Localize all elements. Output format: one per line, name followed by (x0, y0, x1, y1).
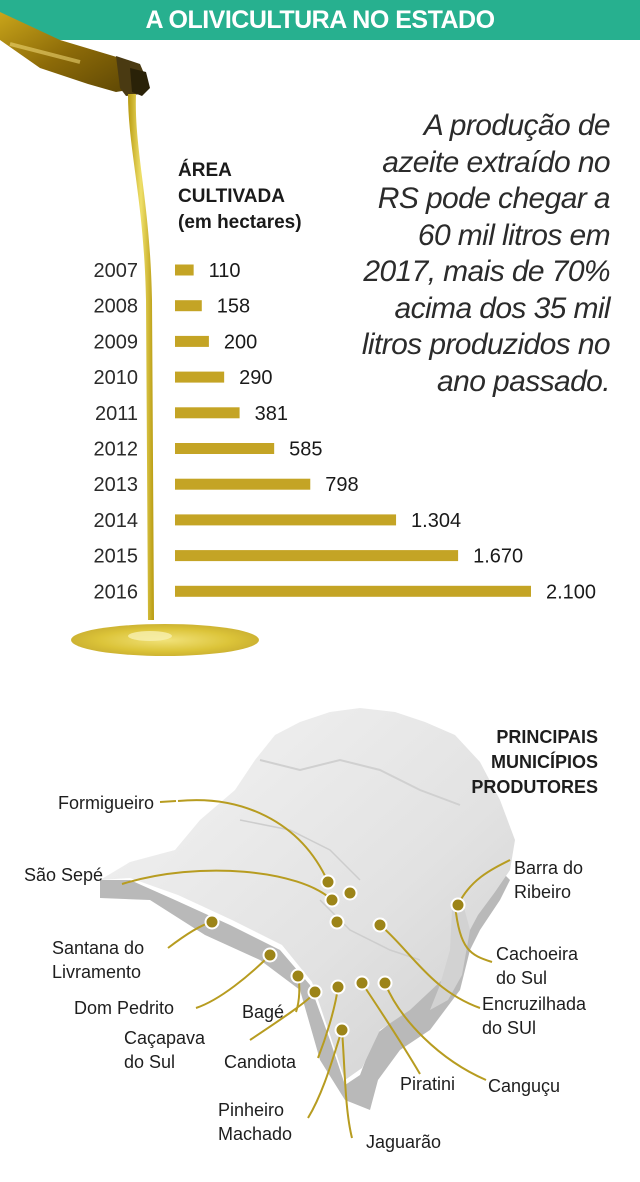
label-barra-do-ribeiro-1: Barra do (514, 858, 583, 878)
year-tick-label: 2010 (94, 367, 139, 389)
label-formigueiro: Formigueiro (58, 793, 154, 813)
year-tick-label: 2014 (94, 510, 139, 532)
value-label: 1.670 (473, 546, 523, 568)
map-title: PRINCIPAIS MUNICÍPIOS PRODUTORES (471, 727, 598, 797)
marker-cachoeira-do-sul (329, 914, 345, 930)
municipality-markers (204, 874, 466, 1038)
value-label: 290 (239, 367, 272, 389)
year-tick-label: 2011 (95, 403, 138, 425)
svg-text:PRODUTORES: PRODUTORES (471, 777, 598, 797)
year-tick-label: 2015 (94, 546, 139, 568)
marker-barra-do-ribeiro (450, 897, 466, 913)
value-label: 798 (325, 474, 358, 496)
label-jaguarao: Jaguarão (366, 1132, 441, 1152)
bar-2011 (175, 407, 240, 419)
value-label: 110 (209, 260, 241, 282)
label-santana-2: Livramento (52, 962, 141, 982)
label-cachoeira-1: Cachoeira (496, 944, 579, 964)
svg-text:MUNICÍPIOS: MUNICÍPIOS (491, 751, 598, 772)
marker-santana-do-livramento (204, 914, 220, 930)
year-tick-label: 2012 (94, 439, 139, 461)
value-label: 1.304 (411, 510, 461, 532)
year-tick-label: 2008 (94, 296, 139, 318)
label-cacapava-1: Caçapava (124, 1028, 206, 1048)
marker-dom-pedrito (262, 947, 278, 963)
production-quote: A produção de azeite extraído no RS pode… (361, 109, 611, 398)
label-encruzilhada-2: do SUl (482, 1018, 536, 1038)
state-shape (100, 708, 515, 1110)
bar-2013 (175, 478, 311, 490)
label-barra-do-ribeiro-2: Ribeiro (514, 882, 571, 902)
year-tick-label: 2007 (94, 260, 139, 282)
bar-2007 (175, 264, 194, 276)
marker-jaguarao (334, 1022, 350, 1038)
label-pinheiro-1: Pinheiro (218, 1100, 284, 1120)
bar-2014 (175, 514, 397, 526)
label-dom-pedrito: Dom Pedrito (74, 998, 174, 1018)
label-santana-1: Santana do (52, 938, 144, 958)
bar-2008 (175, 300, 202, 312)
oil-stream-icon (128, 94, 154, 620)
year-tick-label: 2016 (94, 581, 139, 603)
bar-2010 (175, 371, 225, 383)
marker-encruzilhada (372, 917, 388, 933)
value-label: 2.100 (546, 581, 596, 603)
label-sao-sepe: São Sepé (24, 865, 103, 885)
label-candiota: Candiota (224, 1052, 297, 1072)
label-cacapava-2: do Sul (124, 1052, 175, 1072)
area-bar-chart: 2007 110 2008 158 2009 200 2010 290 2011 381 2012 5… (94, 260, 597, 603)
marker-sao-sepe (324, 892, 340, 908)
oil-puddle-icon (71, 624, 259, 656)
marker-formigueiro (320, 874, 336, 890)
year-tick-label: 2009 (94, 331, 139, 353)
label-bage: Bagé (242, 1002, 284, 1022)
value-label: 200 (224, 331, 257, 353)
value-label: 158 (217, 296, 250, 318)
marker-bage (290, 968, 306, 984)
marker-piratini (354, 975, 370, 991)
marker-cacapava (307, 984, 323, 1000)
bar-2012 (175, 443, 275, 454)
value-label: 381 (255, 403, 288, 425)
header-title: A OLIVICULTURA NO ESTADO (0, 0, 640, 40)
bar-2016 (175, 585, 531, 597)
bottle-icon (0, 12, 150, 96)
marker-sao-sepe-2 (342, 885, 358, 901)
label-pinheiro-2: Machado (218, 1124, 292, 1144)
value-label: 585 (289, 439, 322, 461)
label-piratini: Piratini (400, 1074, 455, 1094)
olive-oil-illustration (0, 12, 259, 656)
chart-subtitle: ÁREA CULTIVADA (em hectares) (178, 160, 302, 233)
svg-text:PRINCIPAIS: PRINCIPAIS (496, 727, 598, 747)
marker-cangucu (377, 975, 393, 991)
bar-2009 (175, 335, 209, 347)
label-cangucu: Canguçu (488, 1076, 560, 1096)
label-encruzilhada-1: Encruzilhada (482, 994, 587, 1014)
label-cachoeira-2: do Sul (496, 968, 547, 988)
year-tick-label: 2013 (94, 474, 139, 496)
municipality-labels: Formigueiro São Sepé Barra do Ribeiro Sa… (24, 793, 587, 1152)
marker-candiota (330, 979, 346, 995)
bar-2015 (175, 550, 459, 562)
